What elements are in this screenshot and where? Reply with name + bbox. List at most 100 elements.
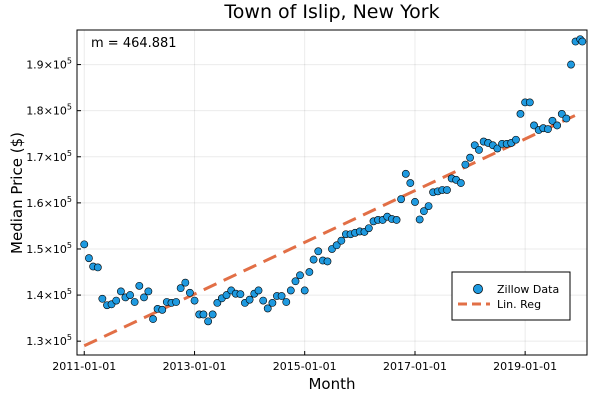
data-point xyxy=(562,114,571,123)
data-point xyxy=(181,278,190,287)
data-point xyxy=(512,135,520,144)
data-point xyxy=(475,145,483,154)
data-point xyxy=(277,292,286,300)
data-point xyxy=(176,284,185,293)
y-tick-times: × xyxy=(44,289,53,302)
y-tick-label: 1.6×105 xyxy=(26,195,72,210)
y-tick-mantissa: 1.6 xyxy=(26,197,44,210)
data-point xyxy=(406,179,415,187)
legend-scatter-marker xyxy=(473,284,483,294)
data-point xyxy=(456,179,465,187)
data-point xyxy=(578,37,587,46)
y-tick-mantissa: 1.3 xyxy=(26,335,44,348)
y-tick-exponent: 5 xyxy=(67,287,72,296)
data-point xyxy=(314,247,323,256)
data-point xyxy=(419,207,428,216)
data-point xyxy=(149,315,157,323)
data-point xyxy=(158,305,167,314)
data-point xyxy=(222,291,231,299)
y-tick-mantissa: 1.4 xyxy=(26,289,44,302)
annotation-slope: m = 464.881 xyxy=(91,36,177,51)
y-tick-times: × xyxy=(44,243,53,256)
y-tick-label: 1.9×105 xyxy=(26,57,72,72)
data-point xyxy=(296,271,304,280)
y-tick-mantissa: 1.5 xyxy=(26,243,44,256)
y-tick-base: 10 xyxy=(53,243,67,256)
data-point xyxy=(332,241,341,250)
data-point xyxy=(208,310,217,319)
data-point xyxy=(309,255,318,264)
data-point xyxy=(443,186,451,194)
data-point xyxy=(557,110,566,118)
chart-title: Town of Islip, New York xyxy=(223,1,439,23)
data-point xyxy=(254,286,263,295)
grid xyxy=(77,30,587,355)
data-point xyxy=(236,290,245,299)
data-point xyxy=(93,263,102,272)
y-tick-exponent: 5 xyxy=(67,57,72,66)
data-point xyxy=(461,160,470,169)
legend-label-zillow: Zillow Data xyxy=(497,283,559,296)
y-tick-base: 10 xyxy=(53,289,67,302)
x-tick-label: 2011-01-01 xyxy=(52,360,116,373)
y-tick-mantissa: 1.8 xyxy=(26,105,44,118)
x-tick-label: 2015-01-01 xyxy=(273,360,337,373)
data-point xyxy=(364,224,373,233)
y-tick-times: × xyxy=(44,151,53,164)
plot-frame xyxy=(76,29,588,356)
y-tick-label: 1.3×105 xyxy=(26,333,72,348)
y-tick-base: 10 xyxy=(53,335,67,348)
data-point xyxy=(112,296,121,305)
data-point xyxy=(300,286,309,295)
y-tick-exponent: 5 xyxy=(67,333,72,342)
x-tick-label: 2019-01-01 xyxy=(493,360,557,373)
data-point xyxy=(553,121,562,130)
data-point xyxy=(544,125,552,134)
y-tick-times: × xyxy=(44,335,53,348)
x-axis-label: Month xyxy=(308,375,355,393)
data-point xyxy=(493,144,502,153)
y-tick-exponent: 5 xyxy=(67,149,72,158)
y-tick-times: × xyxy=(44,197,53,210)
y-tick-base: 10 xyxy=(53,197,67,210)
data-point xyxy=(80,240,89,249)
y-tick-mantissa: 1.9 xyxy=(26,59,44,72)
y-tick-label: 1.8×105 xyxy=(26,103,72,118)
data-point xyxy=(305,268,314,276)
data-point xyxy=(401,169,410,178)
y-tick-label: 1.5×105 xyxy=(26,241,72,256)
data-point xyxy=(282,298,291,306)
y-tick-times: × xyxy=(44,59,53,72)
y-tick-exponent: 5 xyxy=(67,103,72,112)
data-point xyxy=(337,236,346,245)
data-point xyxy=(245,295,254,304)
data-point xyxy=(144,287,153,296)
data-point xyxy=(548,116,557,125)
data-point xyxy=(415,215,424,224)
y-tick-times: × xyxy=(44,105,53,118)
data-point xyxy=(85,254,93,263)
data-point xyxy=(172,298,181,306)
y-tick-base: 10 xyxy=(53,105,67,118)
regression-line xyxy=(83,113,577,348)
y-tick-base: 10 xyxy=(53,59,67,72)
x-tick-label: 2017-01-01 xyxy=(383,360,447,373)
data-point xyxy=(424,202,433,210)
data-point xyxy=(392,216,401,224)
data-point xyxy=(516,110,525,118)
data-point xyxy=(199,310,208,319)
y-axis-ticks: 1.3×1051.4×1051.5×1051.6×1051.7×1051.8×1… xyxy=(26,57,81,348)
data-point xyxy=(140,293,148,302)
series-layer xyxy=(80,35,587,348)
data-point xyxy=(530,121,538,130)
data-point xyxy=(263,304,272,313)
data-point xyxy=(525,98,534,107)
y-tick-label: 1.7×105 xyxy=(26,149,72,164)
data-point xyxy=(204,317,213,326)
legend-box xyxy=(451,271,571,321)
y-tick-exponent: 5 xyxy=(67,195,72,204)
data-point xyxy=(190,296,199,305)
data-point xyxy=(98,294,107,303)
data-point xyxy=(185,288,194,297)
